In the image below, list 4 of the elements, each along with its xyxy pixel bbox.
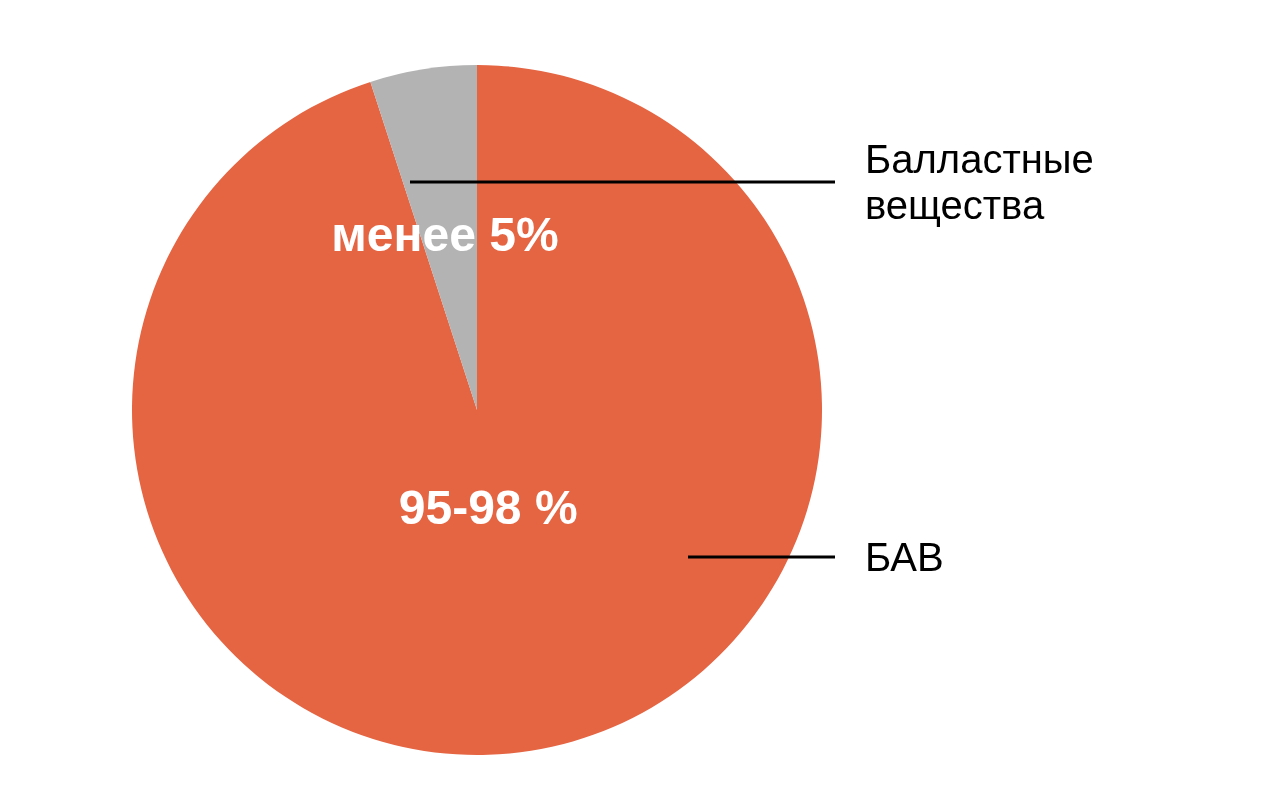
data-label: 95-98 % bbox=[398, 480, 578, 534]
pie-slice bbox=[132, 65, 822, 755]
slice-label: Балластные вещества bbox=[865, 137, 1094, 227]
slice-label: БАВ bbox=[865, 535, 944, 579]
